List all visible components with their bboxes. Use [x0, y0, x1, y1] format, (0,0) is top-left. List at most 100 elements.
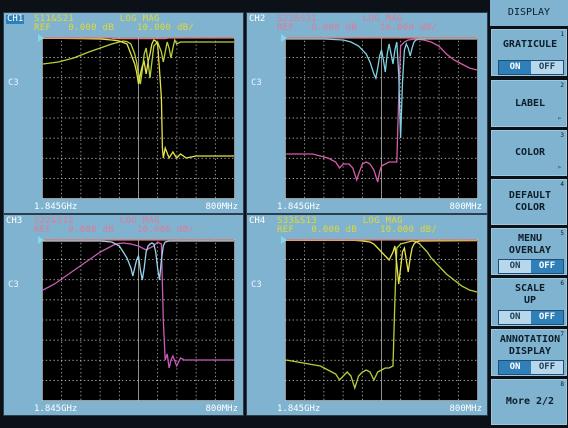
format-label: LOG MAG — [362, 216, 403, 226]
softkey-label[interactable]: 2 LABEL ▹ — [491, 80, 567, 127]
softkey-label: COLOR — [514, 202, 546, 213]
softkey-more-2-2[interactable]: 8 More 2/2 — [491, 379, 567, 425]
toggle-on-option[interactable]: ON — [499, 361, 531, 374]
channel-panel-ch1[interactable]: CH1 S11&S21 LOG MAG REF 0.000 dB 10.000 dB… — [3, 12, 244, 214]
channel-panel-ch4[interactable]: CH4 S33&S13 LOG MAG REF 0.000 dB 10.000 dB… — [246, 214, 488, 416]
trace-plot-svg — [42, 37, 235, 199]
softkey-menu-overlay[interactable]: 5 MENU OVERLAY ON OFF — [491, 228, 567, 275]
scale-value: 10.000 dB/ — [136, 23, 195, 33]
softkey-number: 2 — [560, 82, 564, 89]
plot-area[interactable] — [42, 37, 235, 199]
ref-value: 0.000 dB — [311, 225, 358, 235]
trace-s12 — [43, 240, 234, 281]
trace-parameter: S33&S13 — [277, 216, 318, 226]
scale-value: 10.000 dB/ — [379, 23, 438, 33]
channel-panel-ch2[interactable]: CH2 S22&S31 LOG MAG REF 0.000 dB 10.000 dB… — [246, 12, 488, 214]
softkey-number: 5 — [560, 230, 564, 237]
toggle-off-option[interactable]: OFF — [531, 61, 563, 74]
plot-area[interactable] — [285, 37, 478, 199]
ref-label: REF — [34, 23, 52, 33]
softkey-label: COLOR — [514, 147, 546, 158]
reference-line-readout: REF 0.000 dB 10.000 dB/ — [34, 226, 194, 235]
trace-s33 — [285, 240, 478, 391]
trace-s13 — [286, 239, 478, 285]
start-frequency: 1.845GHz — [277, 404, 321, 414]
on-off-toggle[interactable]: ON OFF — [498, 259, 564, 274]
toggle-on-option[interactable]: ON — [499, 311, 531, 324]
format-label: LOG MAG — [119, 14, 160, 24]
graticule — [285, 239, 478, 401]
trace-parameter: S22&S12 — [34, 216, 75, 226]
submenu-flag-icon: ▹ — [557, 163, 562, 171]
reference-line-readout: REF 0.000 dB 10.000 dB/ — [277, 24, 437, 33]
toggle-off-option[interactable]: OFF — [531, 260, 563, 273]
softkey-default-color[interactable]: 4 DEFAULT COLOR — [491, 179, 567, 225]
softkey-label: GRATICULE — [502, 39, 558, 50]
trace-s22 — [286, 38, 478, 183]
reference-position-marker — [38, 34, 44, 42]
channel-id-label: CH3 — [6, 216, 23, 226]
trace-s22 — [42, 241, 234, 369]
toggle-on-option[interactable]: ON — [499, 260, 531, 273]
softkey-label: LABEL — [514, 97, 546, 109]
toggle-off-option[interactable]: OFF — [531, 361, 563, 374]
reference-position-marker — [38, 236, 44, 244]
trace-plot-svg — [285, 239, 478, 401]
softkey-label: DEFAULT — [508, 190, 552, 201]
reference-triangle-icon — [38, 236, 44, 244]
trace-s11 — [42, 38, 234, 85]
reference-position-marker — [281, 236, 287, 244]
softkey-number: 3 — [560, 132, 564, 139]
softkey-label: More 2/2 — [505, 396, 555, 407]
softkey-annotation-display[interactable]: 7 ANNOTATION DISPLAY ON OFF — [491, 329, 567, 376]
trace-s21-ref — [43, 37, 234, 40]
softkey-number: 1 — [560, 31, 564, 38]
softkey-graticule[interactable]: 1 GRATICULE ON OFF — [491, 29, 567, 76]
span-frequency: 800MHz — [449, 404, 482, 414]
on-off-toggle[interactable]: ON OFF — [498, 60, 564, 75]
softkey-label: SCALE — [514, 283, 546, 294]
reference-line-readout: REF 0.000 dB 10.000 dB/ — [277, 226, 437, 235]
toggle-off-option[interactable]: OFF — [531, 311, 563, 324]
graticule — [285, 37, 478, 199]
ref-value: 0.000 dB — [68, 225, 115, 235]
trace-parameter: S11&S21 — [34, 14, 75, 24]
marker-c3-label: C3 — [251, 78, 262, 88]
ref-value: 0.000 dB — [311, 23, 358, 33]
marker-c3-label: C3 — [8, 280, 19, 290]
softkey-color[interactable]: 3 COLOR ▹ — [491, 130, 567, 176]
on-off-toggle[interactable]: ON OFF — [498, 310, 564, 325]
softkey-label: OVERLAY — [508, 245, 552, 256]
softkey-label: MENU — [517, 233, 543, 244]
on-off-toggle[interactable]: ON OFF — [498, 360, 564, 375]
softkey-panel: DISPLAY 1 GRATICULE ON OFF 2 LABEL ▹ 3 COLOR ▹ 4 DE… — [490, 0, 568, 428]
softkey-scale-up[interactable]: 6 SCALE UP ON OFF — [491, 278, 567, 326]
trace-plot-svg — [42, 239, 235, 401]
ref-value: 0.000 dB — [68, 23, 115, 33]
span-frequency: 800MHz — [205, 404, 238, 414]
trace-parameter-label: S11&S21 LOG MAG — [34, 15, 160, 24]
reference-triangle-icon — [38, 34, 44, 42]
trace-plot-svg — [285, 37, 478, 199]
softkey-label: DISPLAY — [508, 346, 552, 357]
scale-value: 10.000 dB/ — [136, 225, 195, 235]
trace-s21 — [43, 37, 234, 160]
toggle-on-option[interactable]: ON — [499, 61, 531, 74]
submenu-flag-icon: ▹ — [557, 114, 562, 122]
reference-triangle-icon — [281, 34, 287, 42]
softkey-label: ANNOTATION — [499, 334, 561, 345]
softkey-number: 4 — [560, 181, 564, 188]
softkey-number: 8 — [560, 381, 564, 388]
trace-s31 — [286, 38, 477, 139]
start-frequency: 1.845GHz — [34, 404, 78, 414]
trace-parameter-label: S22&S31 LOG MAG — [277, 15, 403, 24]
plot-area[interactable] — [42, 239, 235, 401]
plot-area[interactable] — [285, 239, 478, 401]
marker-c3-label: C3 — [251, 280, 262, 290]
trace-parameter-label: S33&S13 LOG MAG — [277, 217, 403, 226]
channel-panel-ch3[interactable]: CH3 S22&S12 LOG MAG REF 0.000 dB 10.000 dB… — [3, 214, 244, 416]
graticule — [42, 37, 235, 199]
start-frequency: 1.845GHz — [34, 202, 78, 212]
span-frequency: 800MHz — [449, 202, 482, 212]
trace-parameter: S22&S31 — [277, 14, 318, 24]
